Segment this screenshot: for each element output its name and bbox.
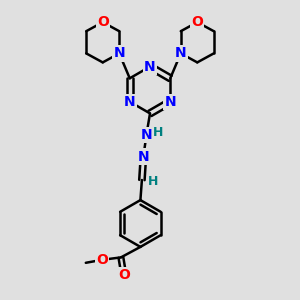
Text: N: N [175,46,187,60]
Text: N: N [141,128,152,142]
Text: N: N [144,60,156,74]
Text: O: O [118,268,130,282]
Text: N: N [124,95,136,109]
Text: N: N [138,150,149,164]
Text: O: O [97,15,109,29]
Text: H: H [148,175,158,188]
Text: H: H [153,126,163,139]
Text: O: O [191,15,203,29]
Text: O: O [96,253,108,267]
Text: N: N [164,95,176,109]
Text: N: N [113,46,125,60]
